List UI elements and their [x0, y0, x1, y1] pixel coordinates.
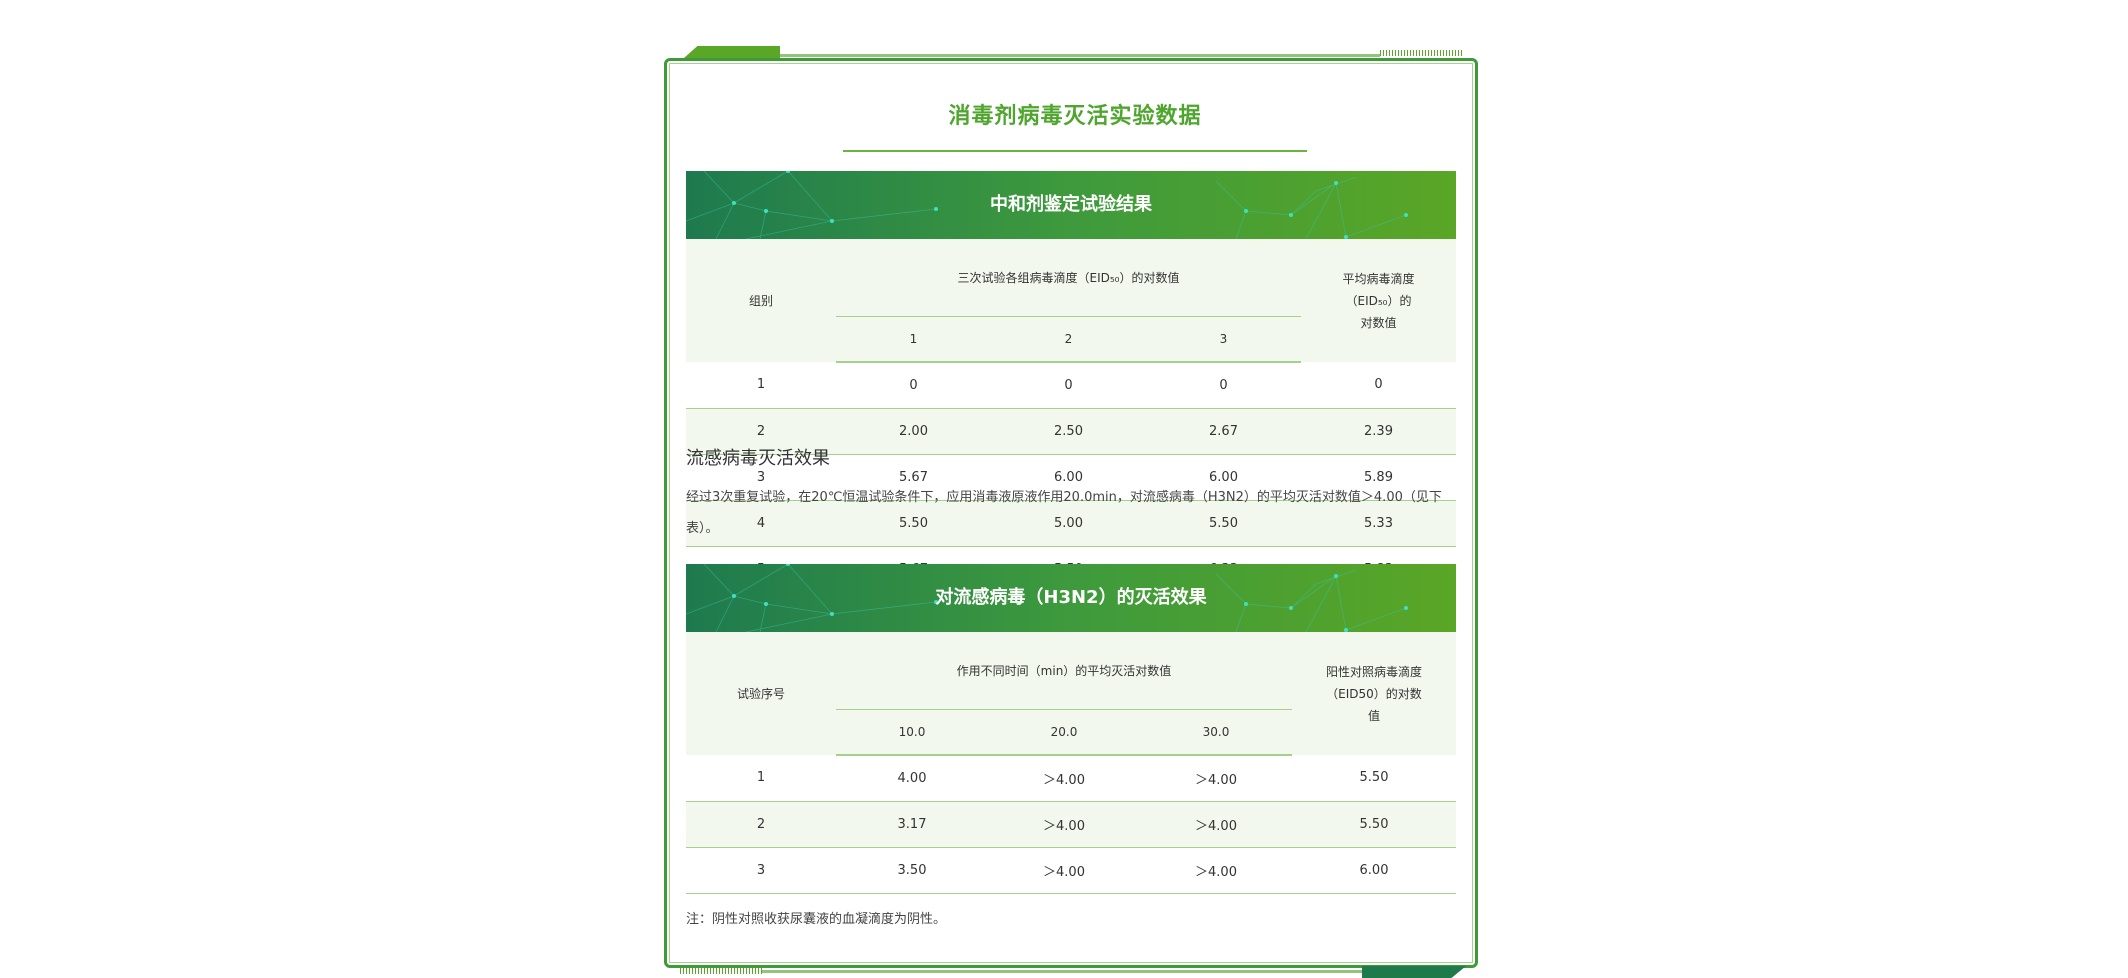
- inactivation-table: 试验序号 作用不同时间（min）的平均灭活对数值 阳性对照病毒滴度（EID50）…: [686, 632, 1456, 894]
- table-cell: 6.00: [991, 454, 1146, 501]
- table-cell: 3: [686, 454, 836, 501]
- table-cell: 4.00: [836, 755, 988, 802]
- network-pattern-icon: [1216, 569, 1408, 632]
- title-underline: [843, 150, 1307, 152]
- table-cell: 2.67: [1146, 408, 1301, 455]
- frame-decoration: [762, 970, 1362, 973]
- column-header: 阳性对照病毒滴度（EID50）的对数值: [1292, 632, 1456, 755]
- table-cell: 5.50: [836, 500, 991, 547]
- table-cell: 3.17: [836, 801, 988, 848]
- table-cell: 1: [686, 755, 836, 802]
- page-title: 消毒剂病毒灭活实验数据: [948, 104, 1202, 129]
- table-cell: 5.33: [1301, 500, 1456, 547]
- table-cell: 0: [1301, 362, 1456, 409]
- table-cell: 5.00: [991, 500, 1146, 547]
- table1-banner: 中和剂鉴定试验结果: [686, 171, 1456, 239]
- table-cell: 2.50: [991, 408, 1146, 455]
- frame-decoration: [1380, 50, 1462, 56]
- column-header: 三次试验各组病毒滴度（EID₅₀）的对数值: [836, 239, 1301, 317]
- frame-decoration: [1362, 966, 1466, 978]
- footnote: 注：阴性对照收获尿囊液的血凝滴度为阴性。: [686, 912, 947, 927]
- table-row: 3 3.50 ＞4.00 ＞4.00 6.00: [686, 847, 1456, 894]
- sub-header: 10.0: [836, 709, 988, 756]
- table-cell: ＞4.00: [988, 847, 1140, 894]
- frame-decoration: [680, 968, 762, 974]
- column-header: 平均病毒滴度（EID₅₀）的对数值: [1301, 239, 1456, 362]
- table-cell: 2.00: [836, 408, 991, 455]
- network-pattern-icon: [686, 171, 938, 239]
- table-cell: 0: [991, 362, 1146, 409]
- table-cell: ＞4.00: [1140, 801, 1292, 848]
- table-cell: 0: [836, 362, 991, 409]
- table1-title: 中和剂鉴定试验结果: [990, 194, 1152, 215]
- table-cell: 2: [686, 408, 836, 455]
- table-row: 4 5.50 5.00 5.50 5.33: [686, 500, 1456, 547]
- frame-decoration: [684, 46, 780, 58]
- table-cell: ＞4.00: [988, 755, 1140, 802]
- table-cell: 2: [686, 801, 836, 848]
- table-cell: 5.89: [1301, 454, 1456, 501]
- table-cell: 5.50: [1292, 801, 1456, 848]
- table-cell: ＞4.00: [988, 801, 1140, 848]
- section-paragraph: 经过3次重复试验，在20℃恒温试验条件下，应用消毒液原液作用20.0min，对流…: [686, 490, 1442, 536]
- table-cell: 4: [686, 500, 836, 547]
- table-row: 2 2.00 2.50 2.67 2.39: [686, 408, 1456, 455]
- column-header: 组别: [686, 239, 836, 362]
- table-row: 2 3.17 ＞4.00 ＞4.00 5.50: [686, 801, 1456, 848]
- table-cell: 6.00: [1292, 847, 1456, 894]
- sub-header: 3: [1146, 316, 1301, 363]
- table-cell: 6.00: [1146, 454, 1301, 501]
- frame-decoration: [780, 54, 1380, 57]
- table-cell: ＞4.00: [1140, 847, 1292, 894]
- table-cell: 5.67: [836, 454, 991, 501]
- table-cell: 0: [1146, 362, 1301, 409]
- column-header: 试验序号: [686, 632, 836, 755]
- table-cell: 3: [686, 847, 836, 894]
- table-cell: ＞4.00: [1140, 755, 1292, 802]
- table-cell: 3.50: [836, 847, 988, 894]
- table2-title: 对流感病毒（H3N2）的灭活效果: [935, 587, 1207, 608]
- table-cell: 2.39: [1301, 408, 1456, 455]
- sub-header: 30.0: [1140, 709, 1292, 756]
- network-pattern-icon: [686, 564, 938, 632]
- table-row: 3 5.67 6.00 6.00 5.89: [686, 454, 1456, 501]
- table-cell: 5.50: [1292, 755, 1456, 802]
- sub-header: 1: [836, 316, 991, 363]
- table-cell: 5.50: [1146, 500, 1301, 547]
- sub-header: 2: [991, 316, 1146, 363]
- section-heading: 流感病毒灭活效果: [686, 448, 830, 469]
- table-cell: 1: [686, 362, 836, 409]
- sub-header: 20.0: [988, 709, 1140, 756]
- table2-banner: 对流感病毒（H3N2）的灭活效果: [686, 564, 1456, 632]
- network-pattern-icon: [1216, 176, 1408, 239]
- column-header: 作用不同时间（min）的平均灭活对数值: [836, 632, 1292, 710]
- table-row: 1 4.00 ＞4.00 ＞4.00 5.50: [686, 755, 1456, 802]
